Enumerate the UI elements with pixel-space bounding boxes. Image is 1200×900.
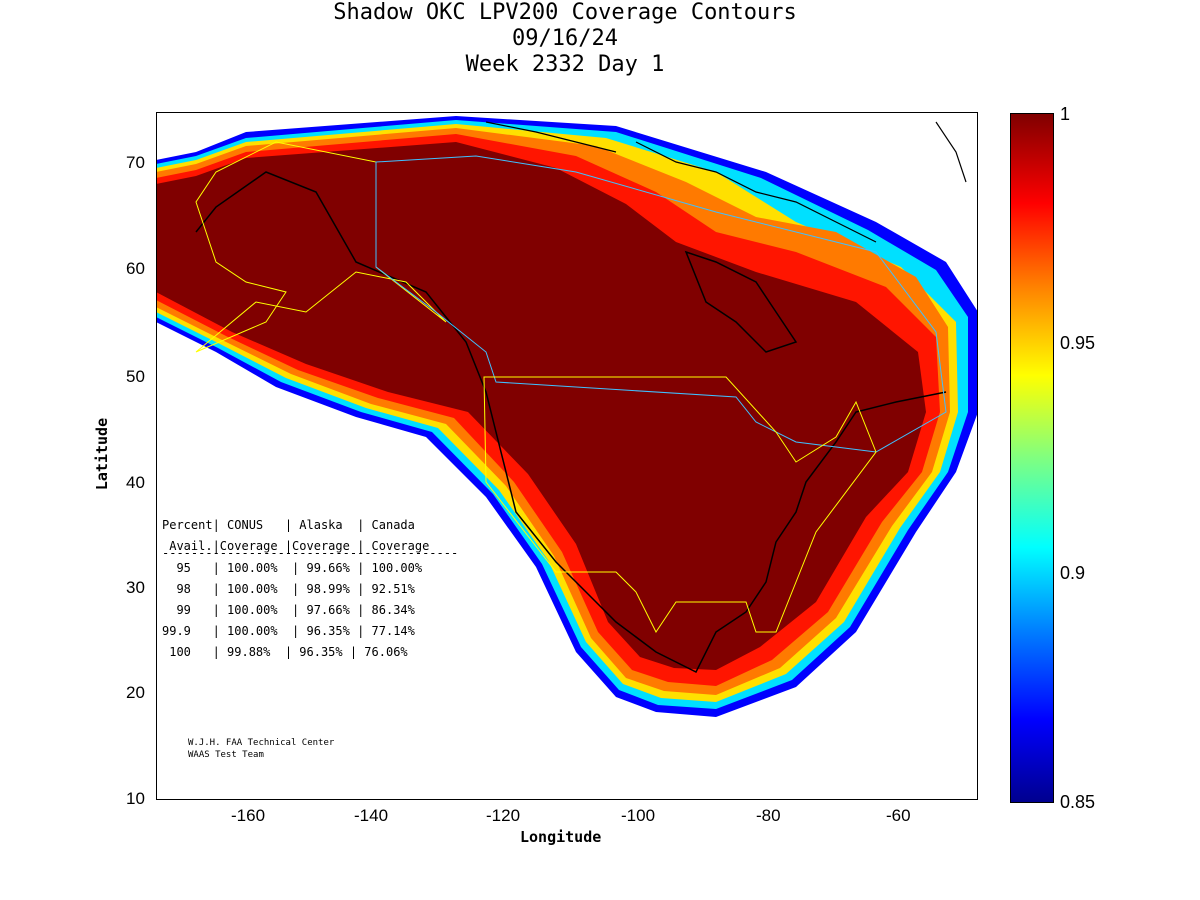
credit-line: WAAS Test Team [188,750,264,760]
x-axis-label: Longitude [520,828,602,846]
credit-line: W.J.H. FAA Technical Center [188,738,335,748]
coverage-table-header: Percent| CONUS | Alaska | Canada [162,518,415,532]
y-tick-label: 20 [126,683,145,702]
x-tick-label: -60 [886,806,911,825]
plot-frame [156,112,978,800]
contour-darkred [156,142,926,670]
y-tick-label: 50 [126,367,145,386]
table-row: 100 | 99.88% | 96.35% | 76.06% [162,645,408,659]
coverage-table-divider: ----------------------------------------… [162,546,459,560]
colorbar [1010,113,1054,803]
y-tick-label: 70 [126,153,145,172]
colorbar-label: 0.9 [1060,563,1086,583]
colorbar-label: 1 [1060,104,1071,124]
arctic-islands [485,121,967,243]
coverage-table-subheader: Avail.|Coverage |Coverage | Coverage [162,539,430,553]
table-row: 98 | 100.00% | 98.99% | 92.51% [162,582,415,596]
x-tick-label: -160 [231,806,266,825]
colorbar-label: 0.95 [1060,333,1096,353]
y-tick-label: 40 [126,473,145,492]
conus-boundary [483,376,877,633]
coastline [195,171,947,674]
chart-title-line3: Week 2332 Day 1 [465,52,665,77]
alaska-boundary [195,141,447,353]
x-tick-label: -120 [486,806,521,825]
y-tick-label: 30 [126,578,145,597]
colorbar-label: 0.85 [1060,792,1096,812]
table-row: 99.9 | 100.00% | 96.35% | 77.14% [162,624,415,638]
chart-title-line2: 09/16/24 [512,26,618,51]
hudson-bay-coast [684,250,798,353]
coverage-contours [156,116,978,717]
y-tick-label: 60 [126,259,145,278]
table-row: 95 | 100.00% | 99.66% | 100.00% [162,561,423,575]
x-tick-label: -100 [621,806,656,825]
chart-title-line1: Shadow OKC LPV200 Coverage Contours [333,0,797,25]
table-row: 99 | 100.00% | 97.66% | 86.34% [162,603,415,617]
x-tick-label: -140 [354,806,389,825]
y-tick-label: 10 [126,789,145,808]
canada-boundary [375,155,947,453]
y-axis-label: Latitude [93,417,112,491]
x-tick-label: -80 [756,806,781,825]
coverage-map [156,112,978,800]
